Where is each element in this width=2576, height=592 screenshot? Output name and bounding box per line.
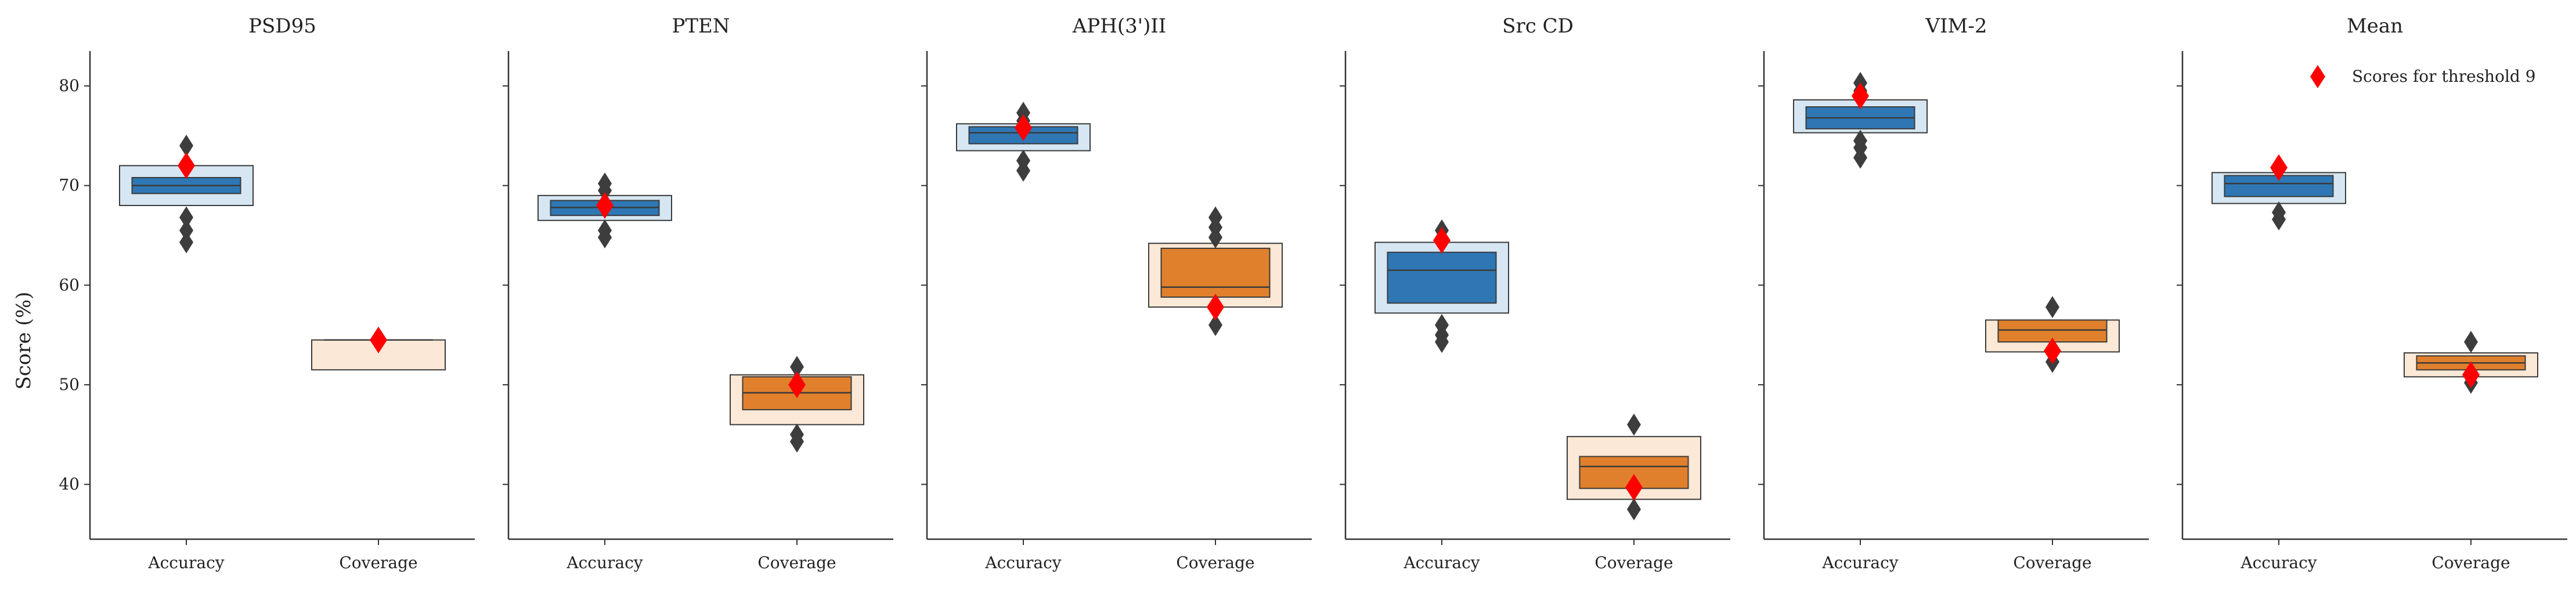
panel-aph-3-ii: APH(3')II Accuracy Coverage (921, 15, 1312, 572)
series-coverage: Coverage (2404, 331, 2538, 572)
threshold-marker (1015, 114, 1032, 142)
outlier-point (179, 231, 193, 254)
threshold-marker (178, 152, 195, 179)
y-axis-label: Score (%) (12, 292, 35, 390)
x-tick-label: Coverage (339, 553, 417, 572)
series-coverage: Coverage (1985, 296, 2120, 572)
series-coverage: Coverage (730, 356, 864, 572)
series-accuracy: Accuracy (1793, 71, 1928, 572)
outlier-point (1853, 146, 1867, 169)
legend-label: Scores for threshold 9 (2352, 67, 2536, 86)
threshold-marker (1207, 294, 1224, 321)
outlier-point (2272, 208, 2286, 231)
panel-title: Mean (2347, 15, 2403, 38)
outlier-point (1016, 159, 1030, 182)
panel-title: PTEN (672, 15, 730, 38)
outlier-point (790, 430, 804, 453)
threshold-marker (1625, 474, 1643, 501)
inner-box (1160, 247, 1271, 298)
panel-mean: Mean Accuracy Coverage Scores for threshold… (2177, 15, 2567, 572)
outlier-point (790, 356, 804, 378)
x-tick-label: Accuracy (1403, 553, 1480, 572)
x-tick-label: Coverage (1594, 553, 1673, 572)
threshold-marker (2462, 361, 2480, 388)
series-accuracy: Accuracy (1374, 219, 1509, 572)
outlier-point (179, 219, 193, 241)
outlier-point (2045, 296, 2059, 319)
x-tick-label: Coverage (2013, 553, 2091, 572)
outlier-point (1208, 313, 1222, 336)
outlier-point (179, 135, 193, 157)
y-tick-label: 60 (59, 275, 80, 294)
panel-pten: PTEN Accuracy Coverage (503, 15, 893, 572)
outlier-point (1435, 331, 1449, 353)
x-tick-label: Accuracy (566, 553, 643, 572)
series-accuracy: Accuracy (537, 172, 672, 572)
legend-marker (2310, 65, 2325, 88)
x-tick-label: Coverage (757, 553, 836, 572)
outlier-point (2464, 331, 2478, 353)
series-accuracy: Accuracy (2211, 154, 2346, 572)
x-tick-label: Accuracy (147, 553, 224, 572)
threshold-marker (1433, 227, 1451, 254)
x-tick-label: Accuracy (984, 553, 1061, 572)
threshold-marker (788, 371, 806, 398)
threshold-marker (370, 326, 387, 353)
panels: PSD95 40 50 60 70 80 Accuracy Coverage PTEN Accur… (59, 15, 2567, 572)
series-coverage: Coverage (1567, 413, 1701, 572)
outlier-point (598, 179, 612, 202)
y-tick-label: 40 (59, 475, 80, 494)
series-coverage: Coverage (1148, 206, 1283, 572)
threshold-marker (1852, 82, 1869, 110)
series-accuracy: Accuracy (956, 102, 1091, 572)
y-tick-label: 80 (59, 76, 80, 95)
outlier-point (179, 206, 193, 229)
panel-title: PSD95 (248, 15, 316, 38)
panel-title: APH(3')II (1072, 15, 1166, 38)
panel-title: VIM-2 (1925, 15, 1987, 38)
series-coverage: Coverage (311, 326, 446, 572)
x-tick-label: Coverage (1176, 553, 1254, 572)
panel-title: Src CD (1502, 15, 1574, 38)
legend: Scores for threshold 9 (2310, 65, 2536, 88)
outlier-point (1627, 413, 1641, 436)
outlier-point (598, 226, 612, 248)
outlier-point (1208, 226, 1222, 248)
threshold-marker (596, 192, 614, 219)
panel-psd95: PSD95 40 50 60 70 80 Accuracy Coverage (59, 15, 475, 572)
inner-box (1387, 251, 1497, 304)
series-accuracy: Accuracy (119, 135, 254, 572)
y-tick-label: 70 (59, 176, 80, 195)
outlier-point (1627, 498, 1641, 521)
threshold-marker (2044, 337, 2061, 364)
x-tick-label: Coverage (2431, 553, 2510, 572)
panel-vim-2: VIM-2 Accuracy Coverage (1758, 15, 2149, 572)
x-tick-label: Accuracy (2240, 553, 2317, 572)
x-tick-label: Accuracy (1821, 553, 1898, 572)
y-tick-label: 50 (59, 375, 80, 394)
panel-src-cd: Src CD Accuracy Coverage (1340, 15, 1730, 572)
threshold-marker (2270, 154, 2288, 181)
